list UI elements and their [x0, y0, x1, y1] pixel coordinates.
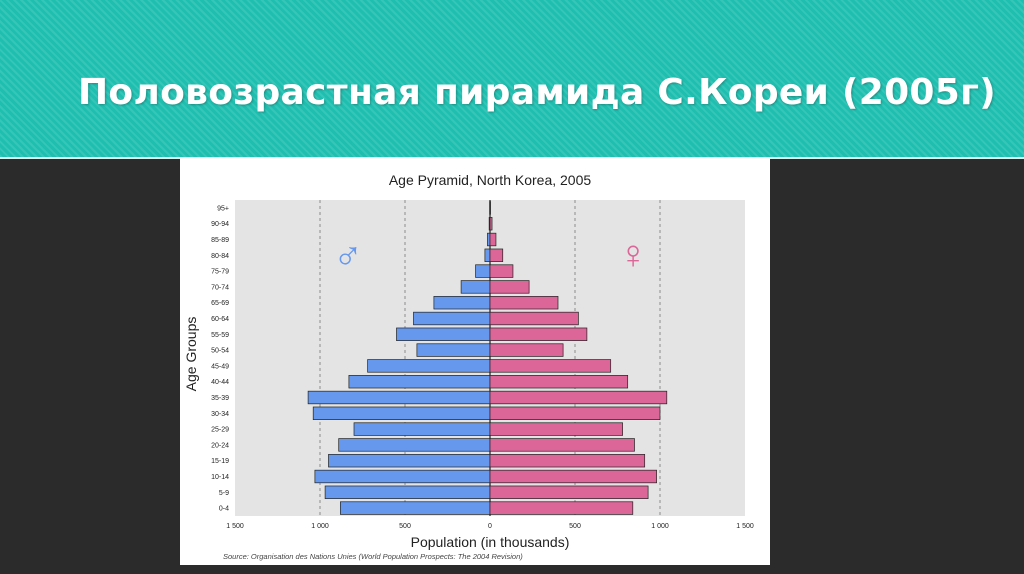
- x-tick-label: 500: [399, 523, 411, 530]
- x-axis-label: Population (in thousands): [411, 534, 570, 550]
- y-tick-label: 60-64: [211, 316, 229, 323]
- y-tick-label: 70-74: [211, 284, 229, 291]
- bar-male-65-69: [433, 296, 491, 310]
- bar-female-20-24: [489, 438, 635, 452]
- bar-female-80-84: [489, 248, 504, 262]
- bar-female-45-49: [489, 359, 612, 373]
- bar-female-25-29: [489, 422, 623, 436]
- bar-female-70-74: [489, 280, 530, 294]
- y-tick-label: 90-94: [211, 221, 229, 228]
- bar-female-35-39: [489, 390, 668, 405]
- bar-male-10-14: [314, 469, 491, 484]
- y-tick-label: 40-44: [211, 379, 229, 386]
- bar-male-0-4: [340, 501, 491, 515]
- y-tick-label: 35-39: [211, 395, 229, 402]
- x-tick-label: 500: [569, 523, 581, 530]
- bar-male-15-19: [328, 454, 491, 468]
- bar-female-50-54: [489, 343, 564, 357]
- bar-male-55-59: [396, 327, 491, 341]
- slide-title: Половозрастная пирамида С.Кореи (2005г): [78, 72, 996, 113]
- slide-header: Половозрастная пирамида С.Кореи (2005г): [0, 0, 1024, 159]
- bar-female-10-14: [489, 469, 657, 484]
- bar-female-65-69: [489, 296, 559, 310]
- bar-male-60-64: [413, 311, 491, 326]
- male-symbol: ♂: [333, 233, 363, 277]
- bar-female-15-19: [489, 454, 646, 468]
- bar-female-30-34: [489, 406, 661, 420]
- y-tick-label: 45-49: [211, 363, 229, 370]
- y-tick-label: 20-24: [211, 442, 229, 449]
- bar-male-30-34: [312, 406, 491, 420]
- bar-female-95+: [489, 201, 491, 215]
- y-tick-label: 5-9: [219, 490, 229, 497]
- bar-female-90-94: [489, 217, 493, 231]
- bar-female-75-79: [489, 264, 514, 278]
- y-tick-label: 65-69: [211, 300, 229, 307]
- y-tick-label: 50-54: [211, 348, 229, 355]
- age-pyramid-chart: Age Pyramid, North Korea, 2005 0-4 5-9 10-…: [183, 172, 754, 550]
- y-tick-label: 25-29: [211, 427, 229, 434]
- y-axis-label: Age Groups: [183, 317, 199, 392]
- y-tick-label: 75-79: [211, 269, 229, 276]
- x-tick-label: 1 500: [226, 523, 244, 530]
- bar-male-35-39: [307, 390, 491, 405]
- female-symbol: ♀: [618, 233, 648, 277]
- bar-female-85-89: [489, 232, 497, 247]
- bar-female-5-9: [489, 485, 649, 499]
- chart-frame: Age Pyramid, North Korea, 2005 0-4 5-9 10-…: [180, 158, 770, 565]
- bar-male-80-84: [484, 248, 491, 262]
- y-tick-label: 85-89: [211, 237, 229, 244]
- bar-male-75-79: [475, 264, 491, 278]
- bar-female-60-64: [489, 311, 579, 326]
- y-tick-label: 95+: [217, 205, 229, 212]
- source-note: Source: Organisation des Nations Unies (…: [223, 552, 523, 561]
- bar-female-0-4: [489, 501, 634, 515]
- bar-female-55-59: [489, 327, 588, 341]
- x-tick-label: 1 500: [736, 523, 754, 530]
- bar-male-85-89: [487, 232, 491, 247]
- bar-male-20-24: [338, 438, 491, 452]
- y-tick-label: 15-19: [211, 458, 229, 465]
- bar-male-40-44: [348, 375, 491, 389]
- y-tick-label: 80-84: [211, 253, 229, 260]
- bar-female-40-44: [489, 375, 629, 389]
- bar-male-50-54: [416, 343, 491, 357]
- y-tick-label: 0-4: [219, 506, 229, 513]
- y-tick-label: 10-14: [211, 474, 229, 481]
- chart-title: Age Pyramid, North Korea, 2005: [389, 172, 592, 188]
- bar-male-70-74: [460, 280, 491, 294]
- bar-male-5-9: [324, 485, 491, 499]
- bar-male-45-49: [367, 359, 491, 373]
- x-tick-label: 1 000: [311, 523, 329, 530]
- bar-male-25-29: [353, 422, 491, 436]
- x-tick-label: 0: [488, 523, 492, 530]
- y-tick-label: 30-34: [211, 411, 229, 418]
- y-tick-label: 55-59: [211, 332, 229, 339]
- x-tick-label: 1 000: [651, 523, 669, 530]
